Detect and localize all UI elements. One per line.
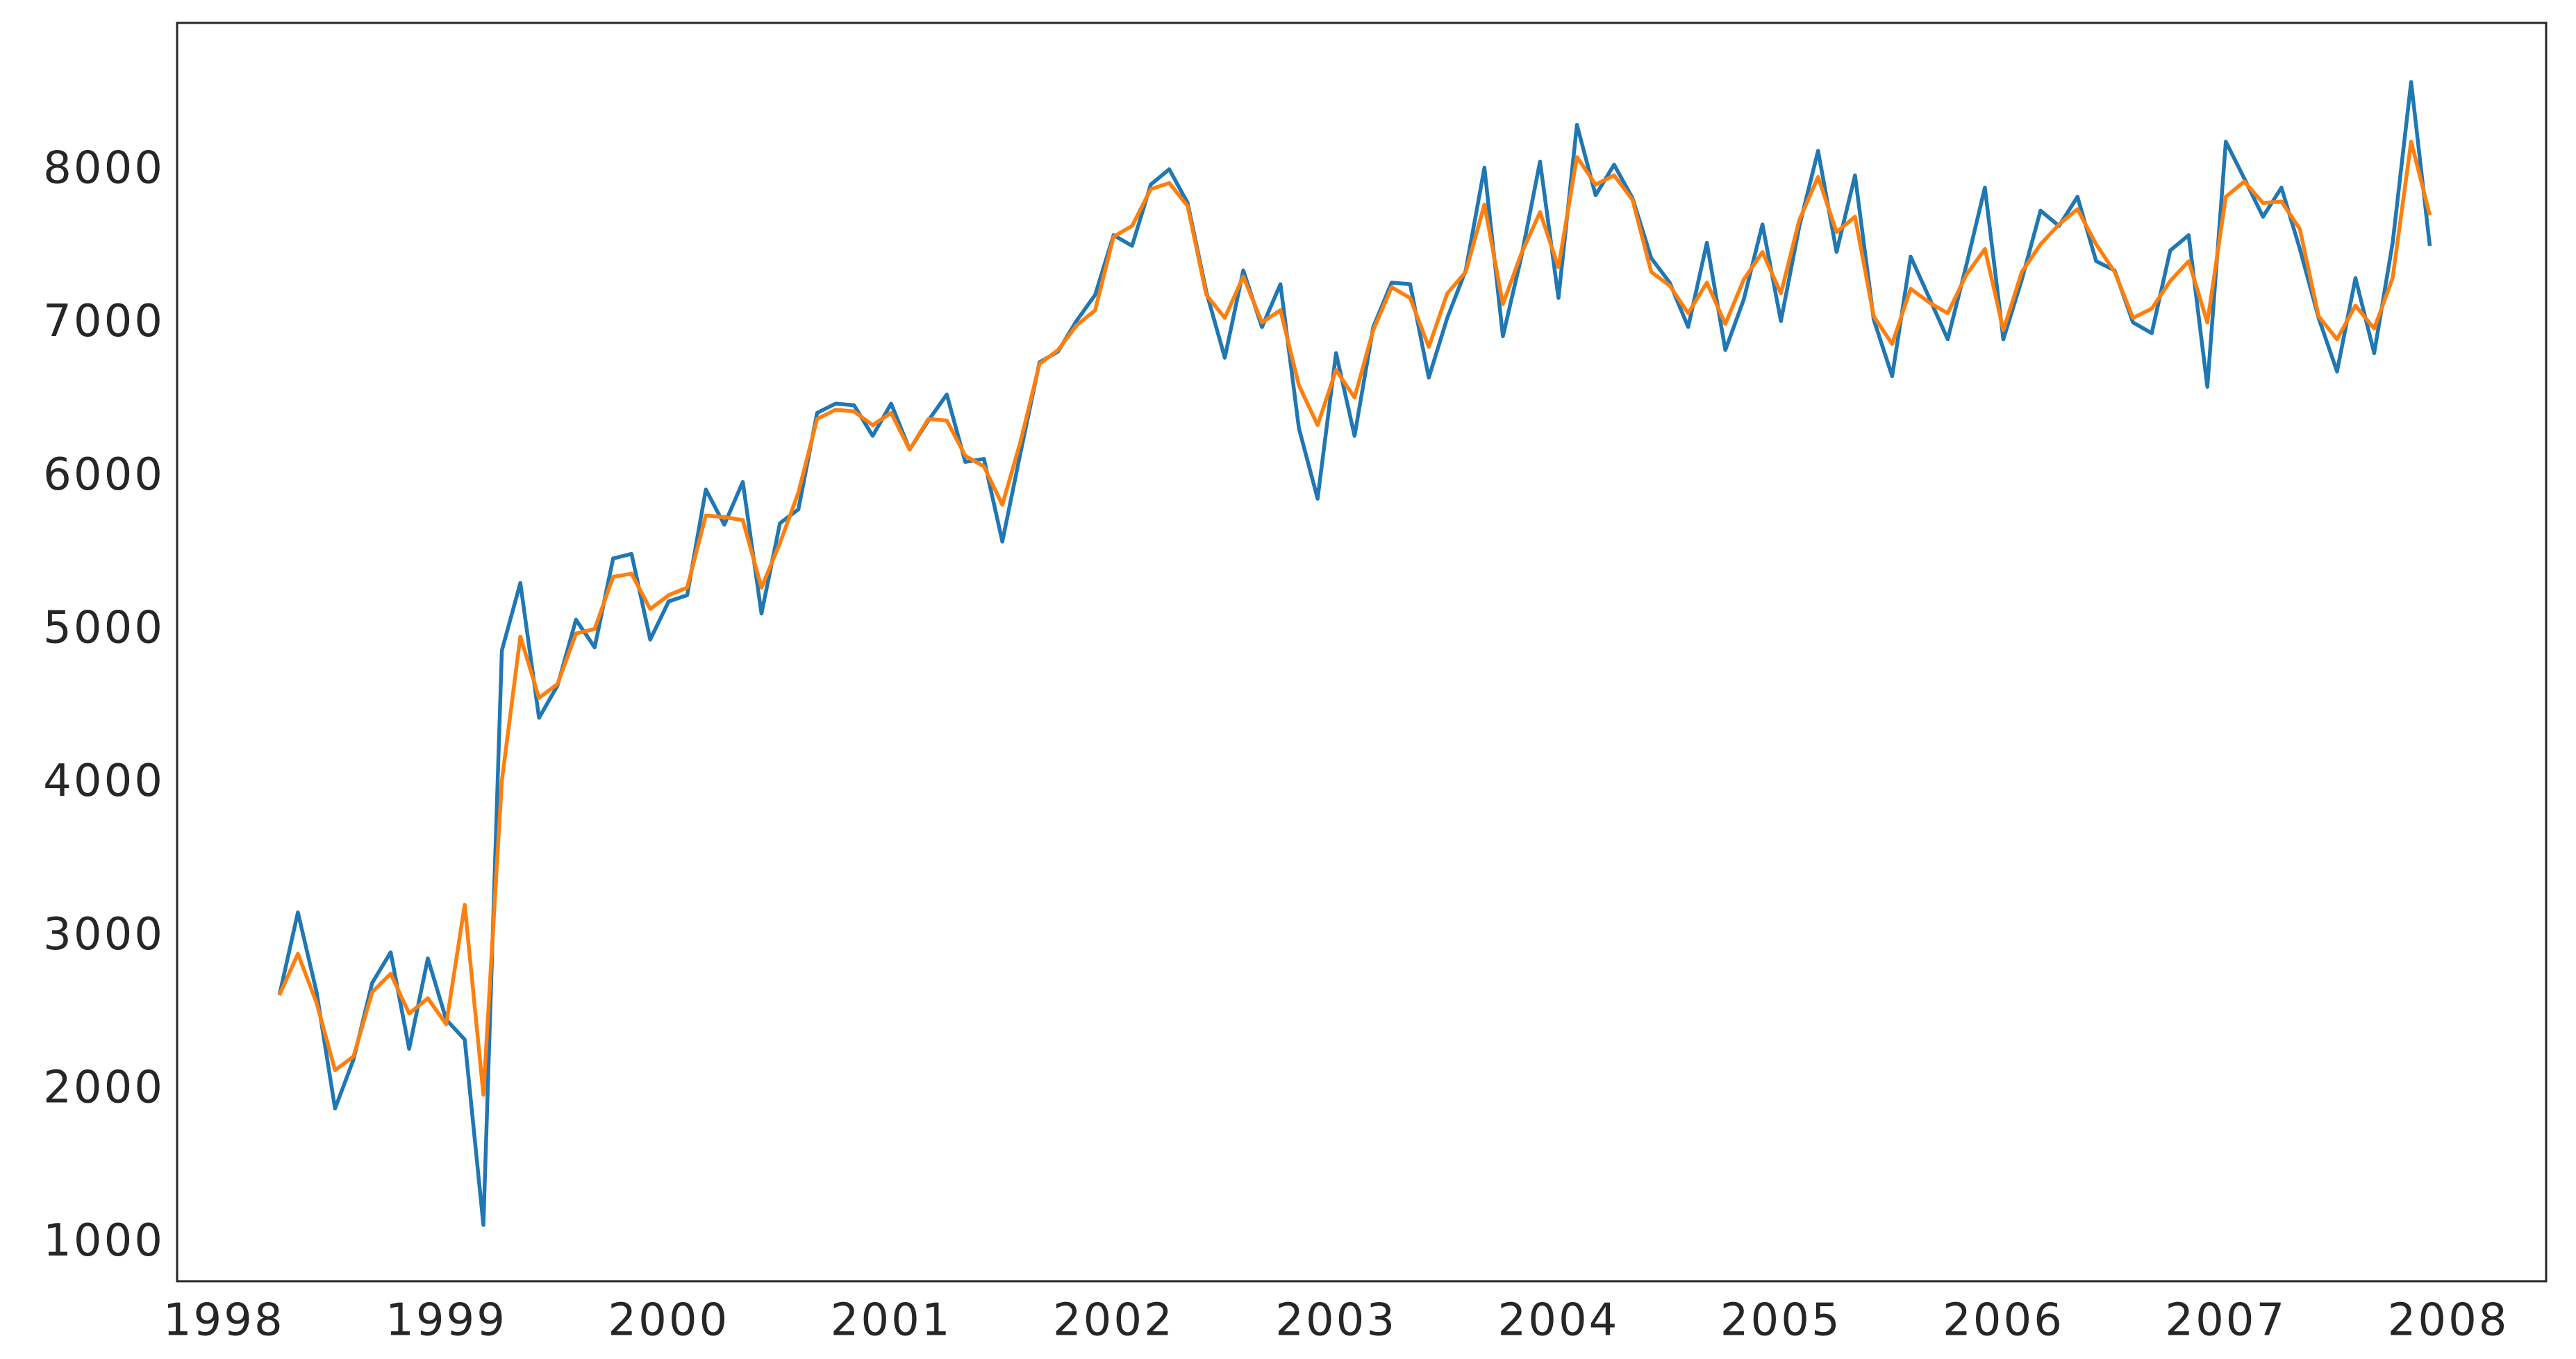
- x-tick-label: 2001: [831, 1295, 952, 1347]
- x-tick-label: 2000: [608, 1295, 729, 1347]
- x-tick-label: 2002: [1053, 1295, 1174, 1347]
- y-tick-label: 7000: [43, 296, 165, 347]
- x-tick-label: 2003: [1275, 1295, 1397, 1347]
- x-tick-label: 2005: [1720, 1295, 1842, 1347]
- x-tick-label: 2006: [1943, 1295, 2064, 1347]
- x-tick-label: 2008: [2388, 1295, 2509, 1347]
- y-tick-label: 6000: [43, 449, 165, 501]
- y-tick-label: 2000: [43, 1062, 165, 1113]
- y-tick-label: 3000: [43, 909, 165, 960]
- x-tick-label: 1998: [163, 1295, 285, 1347]
- y-tick-label: 8000: [43, 143, 165, 194]
- y-tick-label: 5000: [43, 602, 165, 653]
- line-series: [277, 140, 2432, 1097]
- line-series: [277, 80, 2432, 1227]
- x-tick-label: 2004: [1498, 1295, 1620, 1347]
- y-tick-label: 1000: [43, 1215, 165, 1267]
- y-tick-label: 4000: [43, 756, 165, 807]
- x-tick-label: 1999: [385, 1295, 507, 1347]
- x-tick-label: 2007: [2165, 1295, 2286, 1347]
- axes-frame: [176, 22, 2548, 1283]
